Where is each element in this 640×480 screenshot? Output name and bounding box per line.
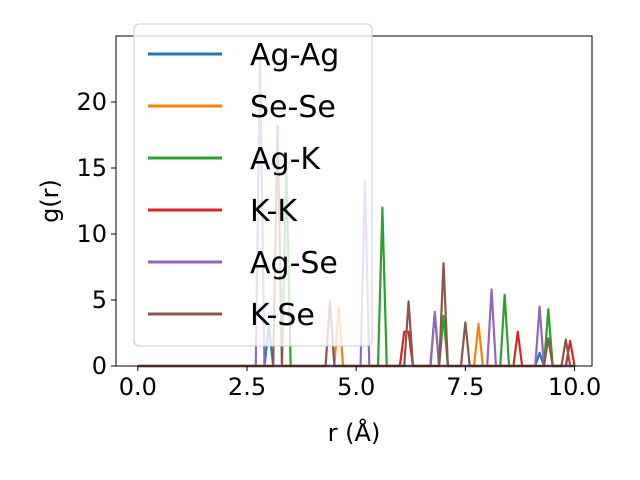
x-tick-label: 5.0 [337,373,375,401]
x-axis-label: r (Å) [328,418,381,447]
legend: Ag-Ag Se-Se Ag-K K-K Ag-Se K-Se [133,23,373,347]
x-tick-label: 10.0 [548,373,601,401]
y-tick-label: 5 [92,286,107,314]
x-tick-label: 7.5 [446,373,484,401]
y-axis-label: g(r) [36,179,64,223]
legend-label: Ag-K [250,142,321,177]
x-tick-label: 2.5 [228,373,266,401]
x-tick-label: 0.0 [119,373,157,401]
legend-label: K-Se [250,298,315,333]
legend-label: K-K [250,194,298,229]
y-tick-label: 0 [92,352,107,380]
legend-label: Se-Se [250,90,336,125]
legend-label: Ag-Ag [250,38,339,73]
y-tick-label: 10 [76,220,107,248]
y-axis: 0 5 10 15 20 [76,88,116,380]
y-tick-label: 20 [76,88,107,116]
x-axis: 0.0 2.5 5.0 7.5 10.0 [119,366,601,401]
y-tick-label: 15 [76,154,107,182]
legend-label: Ag-Se [250,246,338,281]
